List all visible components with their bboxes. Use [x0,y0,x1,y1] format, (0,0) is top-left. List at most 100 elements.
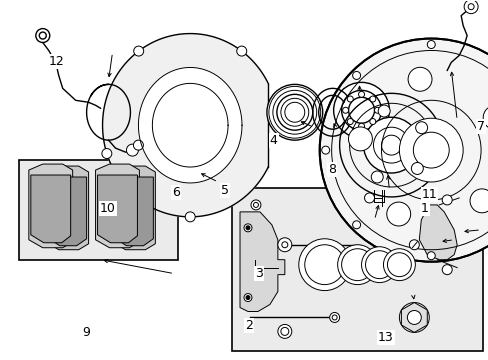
Polygon shape [102,33,268,217]
Circle shape [383,249,414,280]
Circle shape [374,107,380,113]
Circle shape [427,252,434,260]
Circle shape [441,265,451,275]
Bar [232,188,482,351]
Circle shape [392,258,406,272]
Circle shape [399,118,462,182]
Circle shape [370,256,387,274]
Circle shape [370,171,383,183]
Circle shape [407,67,431,91]
Text: 5: 5 [221,184,228,197]
Circle shape [365,251,393,279]
Circle shape [244,224,251,232]
Circle shape [361,247,397,283]
Circle shape [341,90,381,130]
Circle shape [298,239,350,291]
Circle shape [329,312,339,323]
Circle shape [386,253,410,276]
Bar [19,160,178,260]
Circle shape [415,122,427,134]
Text: 7: 7 [476,120,484,133]
Circle shape [469,189,488,213]
Circle shape [348,97,374,123]
Circle shape [236,46,246,56]
Circle shape [312,253,336,276]
Text: 3: 3 [255,267,263,280]
Circle shape [386,202,410,226]
Polygon shape [95,164,139,248]
Circle shape [244,293,251,302]
Circle shape [404,307,424,328]
Text: 10: 10 [100,202,116,215]
Circle shape [342,107,348,113]
Circle shape [102,149,112,158]
Circle shape [266,84,322,140]
Circle shape [304,245,344,285]
Circle shape [427,41,434,49]
Circle shape [333,82,388,138]
Circle shape [321,146,329,154]
Circle shape [463,0,477,14]
Circle shape [482,105,488,130]
Circle shape [36,28,50,42]
Circle shape [185,212,195,222]
Circle shape [253,202,258,207]
Circle shape [441,195,451,205]
Circle shape [369,96,375,102]
Circle shape [467,4,473,10]
Text: 2: 2 [245,319,253,332]
Circle shape [408,240,419,250]
Circle shape [348,127,372,151]
Circle shape [245,226,249,230]
Circle shape [358,91,364,97]
Circle shape [337,245,377,285]
Circle shape [126,144,138,156]
Circle shape [339,93,442,197]
Circle shape [319,39,488,262]
Circle shape [277,238,291,252]
Circle shape [352,72,360,80]
Circle shape [399,302,428,332]
Text: 13: 13 [377,331,393,344]
Circle shape [358,123,364,129]
Circle shape [364,193,374,203]
Circle shape [245,296,249,300]
Circle shape [350,135,362,148]
Text: 8: 8 [327,163,335,176]
Polygon shape [29,164,73,248]
Circle shape [352,221,360,229]
Text: 11: 11 [421,188,437,201]
Text: 4: 4 [269,134,277,147]
Circle shape [407,310,421,324]
Circle shape [377,105,389,117]
Text: 1: 1 [420,202,428,215]
Polygon shape [112,166,155,250]
Polygon shape [240,212,285,311]
Circle shape [365,251,393,279]
Polygon shape [138,67,242,183]
Circle shape [347,255,367,275]
Circle shape [133,46,143,56]
Circle shape [276,94,312,130]
Polygon shape [31,175,71,243]
Text: 12: 12 [49,55,65,68]
Circle shape [363,117,419,173]
Circle shape [331,315,336,320]
Polygon shape [401,302,427,332]
Polygon shape [48,177,86,246]
Circle shape [369,118,375,125]
Polygon shape [98,175,137,243]
Circle shape [250,200,261,210]
Polygon shape [419,205,456,260]
Circle shape [304,245,344,285]
Circle shape [280,328,288,336]
Circle shape [410,162,423,175]
Circle shape [341,249,373,280]
Circle shape [346,96,352,102]
Circle shape [277,324,291,338]
Circle shape [39,32,46,39]
Text: 9: 9 [82,326,90,339]
Polygon shape [46,166,88,250]
Circle shape [133,140,143,150]
Circle shape [281,242,287,248]
